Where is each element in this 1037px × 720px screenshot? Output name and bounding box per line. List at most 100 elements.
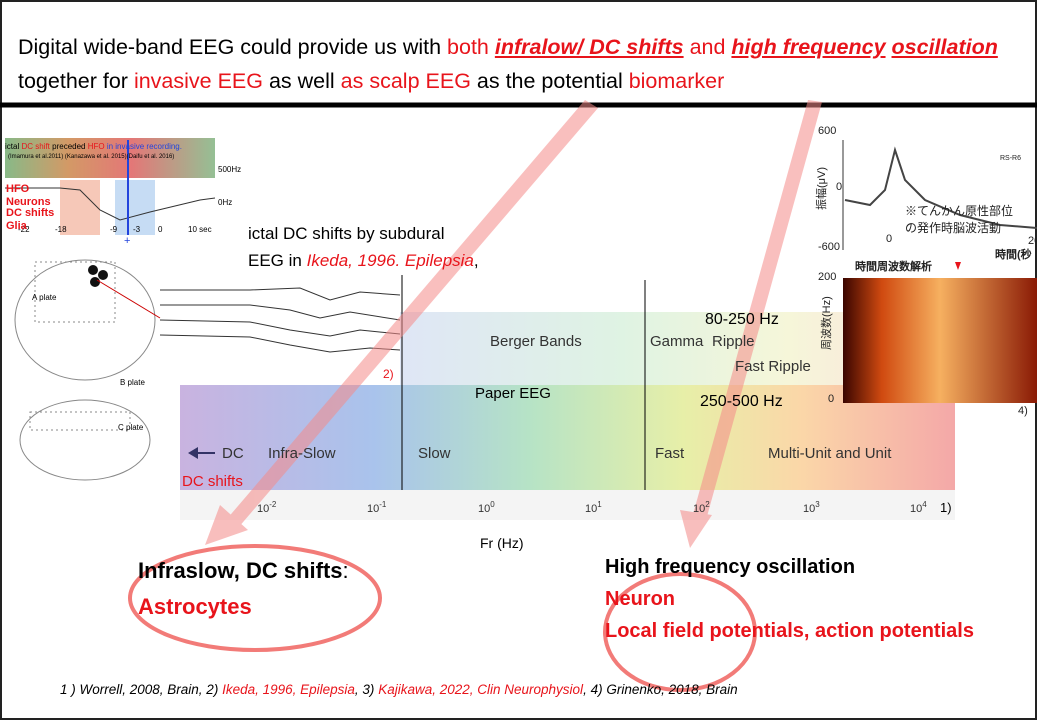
text: -9 (110, 225, 118, 234)
text: Ikeda, 1996. Epilepsia (307, 251, 474, 270)
eeg-traces (160, 288, 400, 352)
text: 0 (886, 233, 892, 245)
text: Infra-Slow (268, 445, 336, 462)
caption: ictal DC shifts by subdural EEG in Ikeda,… (248, 220, 479, 274)
text: DC shift (21, 142, 50, 151)
text: -600 (818, 241, 840, 253)
down-arrow (955, 262, 961, 270)
tick-exp: -1 (379, 500, 387, 509)
tf-map (843, 278, 1037, 403)
text: A plate (32, 293, 57, 302)
text: C plate (118, 423, 144, 432)
tick-base: 10 (910, 503, 922, 515)
text: HFO (6, 183, 30, 195)
text: -18 (55, 225, 67, 234)
text: Local field potentials, action potential… (605, 620, 974, 643)
text: 時間(秒 (995, 247, 1032, 261)
left-inset-labels: HFO Neurons DC shifts Glia (6, 183, 54, 232)
tick-exp: -2 (269, 500, 277, 509)
text: , 4) Grinenko, 2018, Brain (583, 682, 738, 697)
text: invasive EEG (134, 69, 263, 93)
tick-base: 10 (585, 503, 597, 515)
left-title: Infraslow, DC shifts: (138, 558, 349, 584)
text: oscillation (892, 35, 998, 59)
text: 500Hz (218, 165, 241, 174)
text: infralow/ DC shifts (495, 35, 684, 59)
text: -3 (133, 225, 141, 234)
text: Neuron (605, 588, 675, 611)
text: Fr (Hz) (480, 535, 524, 551)
tick-base: 10 (693, 503, 705, 515)
text: Paper EEG (475, 385, 551, 402)
text: の発作時脳波活動 (905, 221, 1001, 235)
text: + (124, 235, 130, 247)
text: in invasive recording. (105, 142, 182, 151)
text: DC shifts (182, 473, 243, 490)
text: , (474, 251, 479, 270)
header-title: Digital wide-band EEG could provide us w… (18, 30, 1028, 98)
tick-base: 10 (257, 503, 269, 515)
text: Astrocytes (138, 594, 252, 620)
axis-strip (180, 490, 955, 520)
text: ictal DC shifts by subdural (248, 220, 479, 247)
text: DC (222, 445, 244, 462)
text: 0 (836, 181, 842, 193)
tick-base: 10 (803, 503, 815, 515)
text: 2) (383, 367, 394, 381)
text: preceded (50, 142, 88, 151)
slide: ictal DC shift preceded HFO in invasive … (0, 0, 1037, 720)
text: Multi-Unit and Unit (768, 445, 892, 462)
text: , 3) (355, 682, 378, 697)
text: high frequency (731, 35, 885, 59)
text: 時間周波数解析 (855, 259, 932, 273)
text: RS-R6 (1000, 155, 1021, 162)
text: EEG in (248, 251, 307, 270)
text: Slow (418, 445, 451, 462)
text: DC shifts (6, 207, 54, 219)
tick-exp: 1 (597, 500, 602, 509)
spectrum-band (180, 385, 955, 490)
text: : (343, 558, 349, 583)
text: both (447, 35, 495, 59)
text: Ripple (712, 333, 755, 350)
text: Glia (6, 220, 28, 232)
footer: 1 ) Worrell, 2008, Brain, 2) Ikeda, 1996… (60, 682, 738, 697)
text: HFO (88, 142, 105, 151)
text: as the potential (471, 69, 629, 93)
text: 4) (1018, 405, 1028, 417)
text: and (684, 35, 732, 59)
svg-text:ictal DC shift preceded HFO in: ictal DC shift preceded HFO in invasive … (5, 142, 182, 151)
text: 振幅(μV) (814, 167, 828, 210)
text: (Imamura et al.2011) (Kanazawa et al. 20… (8, 154, 174, 160)
text: Infraslow, DC shifts (138, 558, 343, 583)
text: as scalp EEG (341, 69, 471, 93)
tick-exp: 2 (705, 500, 710, 509)
text: ictal (5, 142, 21, 151)
text: 1 ) Worrell, 2008, Brain, 2) (60, 682, 222, 697)
tick-exp: 0 (490, 500, 495, 509)
tick-exp: 3 (815, 500, 820, 509)
text: B plate (120, 378, 145, 387)
text: Fast Ripple (735, 358, 811, 375)
text: ※てんかん原性部位 (905, 203, 1013, 218)
text: Digital wide-band EEG could provide us w… (18, 35, 447, 59)
text: 0 (828, 393, 834, 405)
text: Berger Bands (490, 333, 582, 350)
tick-exp: 4 (922, 500, 927, 509)
text: 10 sec (188, 225, 212, 234)
text: High frequency oscillation (605, 556, 855, 579)
electrodes (88, 265, 108, 287)
text: Gamma (650, 333, 704, 350)
text: 20 (1028, 235, 1037, 247)
text: as well (263, 69, 341, 93)
text: 250-500 Hz (700, 393, 783, 410)
text: 0Hz (218, 198, 232, 207)
text: Fast (655, 445, 685, 462)
text: biomarker (629, 69, 725, 93)
text: 200 (818, 271, 836, 283)
tick-base: 10 (367, 503, 379, 515)
text: 80-250 Hz (705, 311, 779, 328)
text: 600 (818, 125, 836, 137)
tick-base: 10 (478, 503, 490, 515)
text: 1) (940, 500, 952, 515)
